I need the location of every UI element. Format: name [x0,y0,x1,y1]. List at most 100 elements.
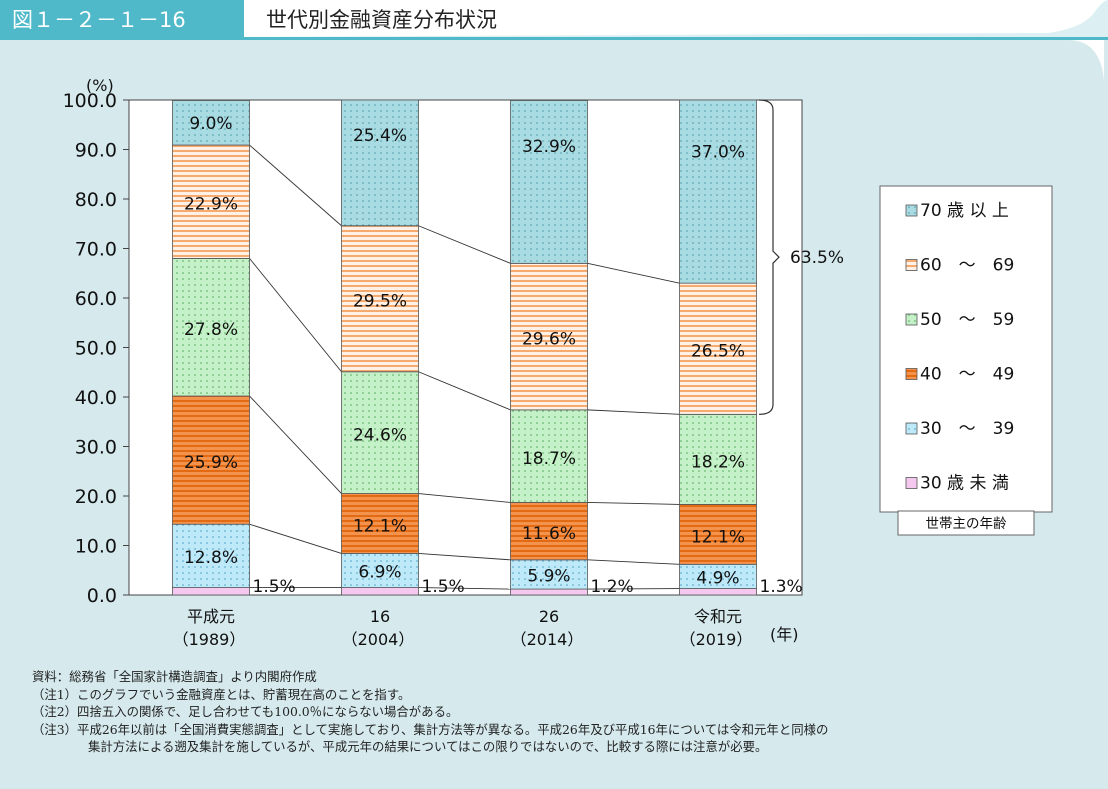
legend-box [879,185,1053,513]
y-tick-label: 60.0 [75,288,117,310]
legend-swatch-40s [905,368,918,380]
y-tick-label: 30.0 [75,437,117,459]
x-tick-label: 16 [370,607,390,626]
bar-segment-40s [679,504,757,565]
figure-number-tab [0,0,244,38]
bar-value-label: 37.0% [691,142,745,162]
note-3-continued: 集計方法による遡及集計を施しているが、平成元年の結果についてはこの限りではないの… [88,739,768,755]
connector-line [587,501,680,505]
legend-label-under30: 30 歳 未 満 [920,474,1009,494]
legend-label-30s: 30 ～ 39 [920,419,1014,439]
connector-lines [249,144,680,590]
notes-section: 資料：総務省「全国家計構造調査」より内閣府作成 （注1）このグラフでいう金融資産… [32,668,1092,756]
bar-segment-under30 [679,588,757,596]
bar-value-label: 24.6% [353,426,407,446]
x-tick-label-year: （2004） [342,630,415,649]
y-tick-label: 90.0 [75,140,117,162]
bar-value-label: 1.5% [422,577,465,597]
legend-items: 70 歳 以 上 60 ～ 69 50 ～ 59 40 ～ 49 30 ～ 39 30 歳… [905,201,1014,494]
bar-value-label: 6.9% [358,562,401,582]
connector-line [249,258,342,373]
bar-value-label: 1.3% [760,577,803,597]
connector-line [587,409,680,415]
connector-line [249,144,342,227]
header-accent [230,0,1108,37]
bar-segment-60s [510,262,588,411]
x-tick-label: 平成元 [187,607,235,626]
legend-swatch-60s [905,259,918,271]
connector-line [418,225,511,264]
x-unit-label: (年) [770,625,799,644]
connector-line [587,262,680,284]
note-3: （注3）平成26年以前は「全国消費実態調査」として実施しており、集計方法等が異な… [32,721,829,737]
note-1: （注1）このグラフでいう金融資産とは、貯蓄現在高のことを指す。 [32,686,411,702]
bars-layer [172,99,757,596]
bar-value-label: 32.9% [522,137,576,157]
connector-line [587,559,680,565]
y-unit-label: (%) [86,76,114,95]
bar-segment-60s [172,144,250,259]
bar-segment-under30 [341,587,419,596]
x-tick-label: 令和元 [694,607,742,626]
brace-bracket [758,99,780,415]
bar-value-label: 18.2% [691,452,745,472]
note-2: （注2）四捨五入の関係で、足し合わせても100.0％にならない場合がある。 [32,704,459,720]
bar-value-label: 1.5% [253,577,296,597]
header-rule [0,37,1108,40]
bar-segment-40s [172,395,250,525]
bar-segment-40s [341,493,419,554]
bar-value-label: 25.4% [353,126,407,146]
bar-value-label: 22.9% [184,195,238,215]
x-tick-label: 26 [539,607,559,626]
legend: 世帯主の年齢 70 歳 以 上 60 ～ 69 50 ～ 59 40 ～ 49 30 ～… [879,185,1053,536]
y-tick-label: 0.0 [87,585,117,607]
bar-segment-70plus [172,100,250,146]
y-tick-label: 100.0 [63,90,117,112]
bar-value-label: 4.9% [696,568,739,588]
legend-label-50s: 50 ～ 59 [920,310,1014,330]
bar-value-label: 9.0% [189,114,232,134]
y-tick-label: 70.0 [75,239,117,261]
legend-swatch-50s [905,313,918,326]
source-note: 資料：総務省「全国家計構造調査」より内閣府作成 [32,669,317,684]
bar-segment-50s [510,409,588,503]
bar-segment-60s [341,225,419,373]
legend-title: 世帯主の年齢 [926,516,1007,532]
bar-segment-under30 [172,587,250,596]
legend-swatch-70plus [905,204,918,217]
legend-label-70plus: 70 歳 以 上 [920,201,1009,221]
connector-line [249,523,342,554]
x-axis: 平成元 （1989） 16 （2004） 26 （2014） 令和元 （2019） [173,607,753,649]
legend-title-box [897,510,1035,536]
bar-value-label: 29.5% [353,292,407,312]
connector-line [418,493,511,503]
bar-value-label: 1.2% [591,577,634,597]
bar-segment-70plus [510,100,588,264]
bar-segment-50s [341,371,419,494]
bar-value-label: 18.7% [522,449,576,469]
bar-value-label: 12.1% [353,516,407,536]
bar-value-label: 25.9% [184,453,238,473]
bar-value-labels: 1.5% 12.8% 25.9% 27.8% 22.9% 9.0% 1.5% 6.9% 12.1… [184,114,803,597]
legend-swatch-under30 [905,477,918,489]
legend-label-40s: 40 ～ 49 [920,365,1014,385]
bar-segment-30s [172,523,250,588]
bar-segment-30s [341,553,419,588]
connector-line [249,395,342,494]
x-tick-label-year: （1989） [173,630,246,649]
x-tick-label-year: （2019） [680,630,753,649]
x-tick-label-year: （2014） [511,630,584,649]
bar-value-label: 29.6% [522,330,576,350]
panel-corner [1068,40,1104,80]
header-strip [0,0,1104,37]
y-tick-label: 50.0 [75,338,117,360]
bar-value-label: 12.8% [184,548,238,568]
legend-label-60s: 60 ～ 69 [920,256,1014,276]
bar-value-label: 11.6% [522,524,576,544]
y-tick-label: 80.0 [75,189,117,211]
bar-segment-60s [679,282,757,415]
bar-segment-50s [679,413,757,505]
bar-segment-50s [172,257,250,397]
